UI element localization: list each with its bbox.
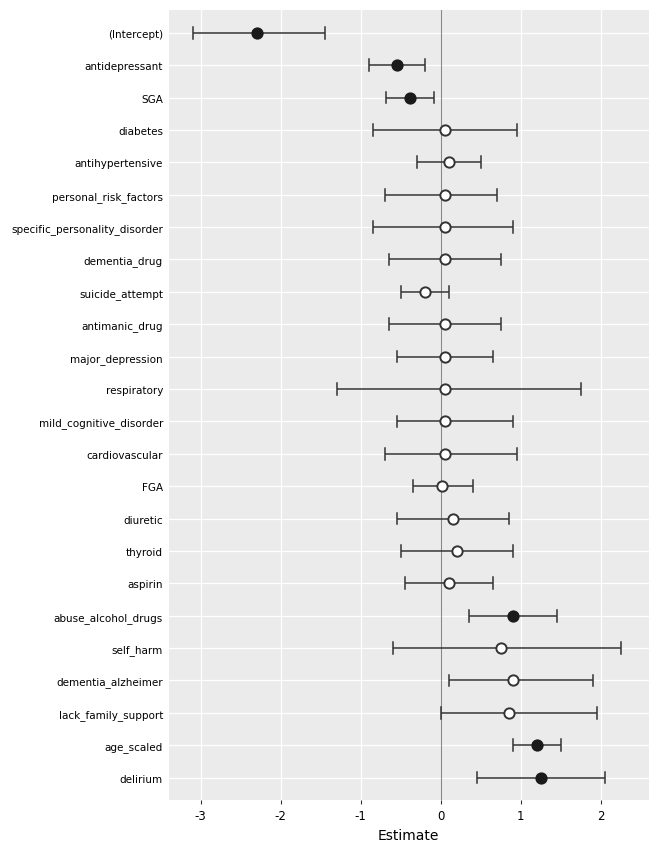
Point <box>251 27 262 41</box>
Point <box>440 318 450 332</box>
Point <box>420 286 430 299</box>
Point <box>447 512 458 525</box>
Point <box>440 351 450 364</box>
Point <box>440 253 450 267</box>
Point <box>444 156 454 170</box>
Point <box>535 771 546 785</box>
Point <box>437 479 447 493</box>
Point <box>504 706 514 720</box>
X-axis label: Estimate: Estimate <box>378 828 440 842</box>
Point <box>440 383 450 397</box>
Point <box>440 124 450 137</box>
Point <box>440 415 450 429</box>
Point <box>508 609 518 623</box>
Point <box>440 221 450 235</box>
Point <box>451 544 462 558</box>
Point <box>391 59 402 73</box>
Point <box>444 577 454 590</box>
Point <box>496 641 506 655</box>
Point <box>440 189 450 202</box>
Point <box>531 739 542 752</box>
Point <box>405 91 416 105</box>
Point <box>508 674 518 688</box>
Point <box>440 448 450 461</box>
